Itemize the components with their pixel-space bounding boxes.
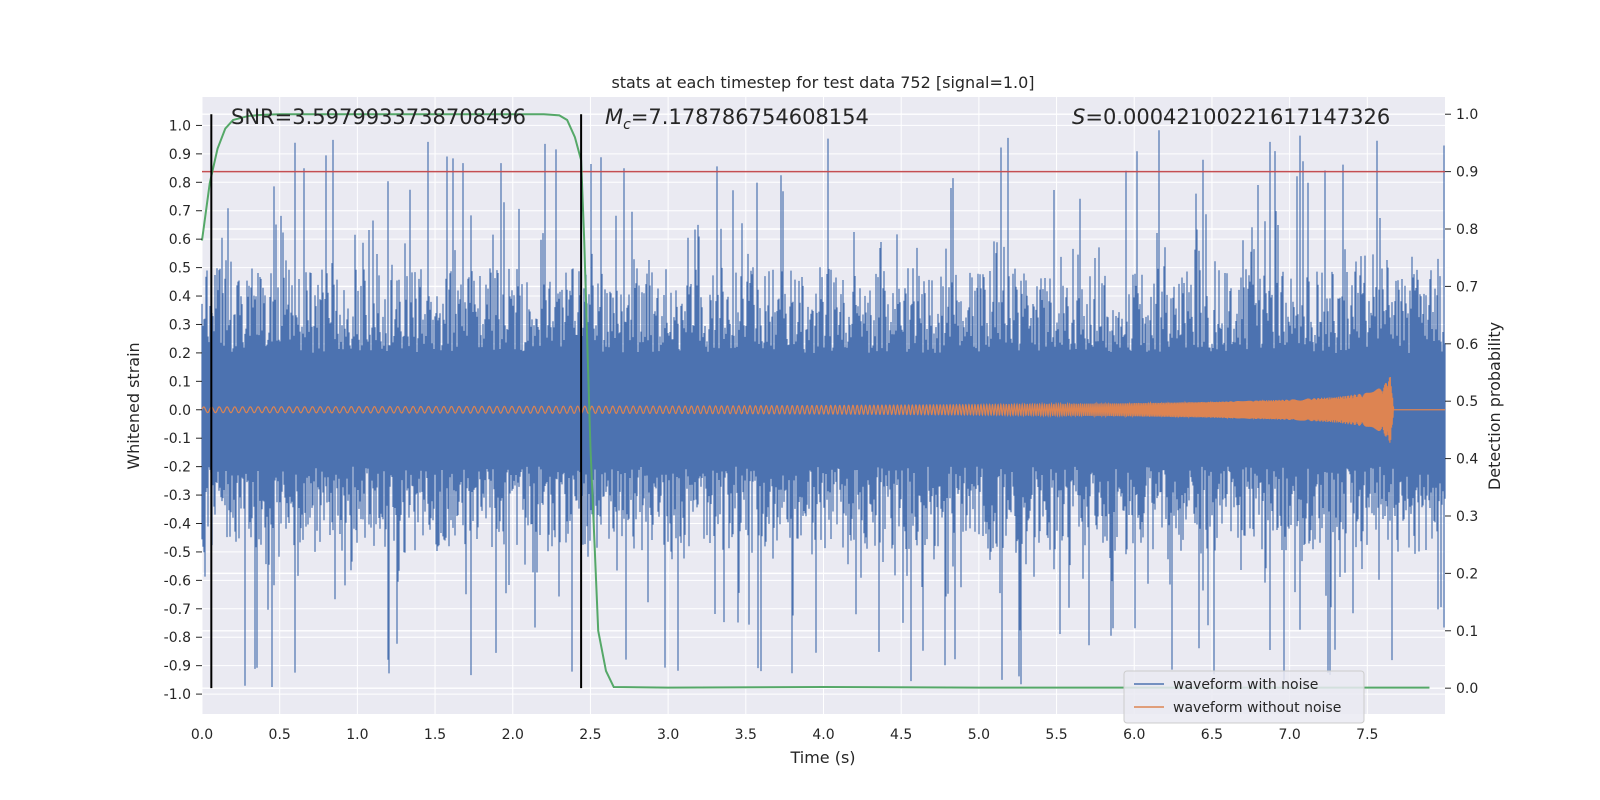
- y-tick-label: 0.1: [169, 374, 191, 390]
- x-tick-label: 4.5: [890, 727, 912, 743]
- y-tick-label: -0.4: [164, 516, 191, 532]
- y-axis-title: Whitened strain: [124, 342, 143, 469]
- y2-tick-label: 0.1: [1456, 624, 1478, 640]
- y2-tick-label: 0.8: [1456, 222, 1478, 238]
- x-tick-label: 6.5: [1201, 727, 1223, 743]
- y-tick-label: 0.8: [169, 175, 191, 191]
- mc-value: =7.178786754608154: [631, 105, 869, 129]
- y-tick-label: 0.0: [169, 403, 191, 419]
- x-tick-label: 5.5: [1045, 727, 1067, 743]
- y-tick-label: -0.2: [164, 460, 191, 476]
- y2-tick-label: 0.5: [1456, 394, 1478, 410]
- y2-tick-label: 0.3: [1456, 509, 1478, 525]
- s-annotation: S=0.00042100221617147326: [1072, 105, 1390, 129]
- x-tick-label: 2.5: [579, 727, 601, 743]
- y-tick-label: 1.0: [169, 118, 191, 134]
- x-tick-label: 7.0: [1278, 727, 1300, 743]
- noise-trace: [201, 130, 1446, 687]
- probability-line: [201, 113, 1430, 689]
- y2-tick-label: 0.6: [1456, 337, 1478, 353]
- x-tick-label: 3.0: [657, 727, 679, 743]
- y-tick-label: -0.1: [164, 431, 191, 447]
- y-tick-label: -0.3: [164, 488, 191, 504]
- y2-tick-label: 0.2: [1456, 566, 1478, 582]
- x-tick-label: 5.0: [968, 727, 990, 743]
- legend-label-noise: waveform with noise: [1173, 677, 1318, 693]
- chart-title: stats at each timestep for test data 752…: [611, 73, 1034, 92]
- x-axis-title: Time (s): [789, 748, 855, 767]
- mc-subscript: c: [623, 117, 631, 133]
- x-tick-label: 0.5: [269, 727, 291, 743]
- x-tick-label: 3.5: [735, 727, 757, 743]
- y-tick-label: 0.5: [169, 261, 191, 277]
- y-tick-label: -0.7: [164, 602, 191, 618]
- legend-box: [1123, 670, 1365, 724]
- y2-tick-label: 0.7: [1456, 279, 1478, 295]
- y-tick-label: -0.8: [164, 630, 191, 646]
- mc-annotation: Mc=7.178786754608154: [605, 105, 869, 133]
- x-tick-label: 4.0: [812, 727, 834, 743]
- x-tick-label: 6.0: [1123, 727, 1145, 743]
- y-tick-label: -0.9: [164, 659, 191, 675]
- x-tick-label: 2.0: [502, 727, 524, 743]
- legend-label-clean: waveform without noise: [1173, 700, 1341, 716]
- y2-tick-label: 0.9: [1456, 165, 1478, 181]
- clean-series: [201, 377, 1445, 443]
- y-tick-label: 0.7: [169, 204, 191, 220]
- y-tick-label: 0.2: [169, 346, 191, 362]
- x-tick-label: 1.0: [346, 727, 368, 743]
- x-tick-label: 7.5: [1356, 727, 1378, 743]
- mc-symbol: M: [605, 105, 623, 129]
- y-tick-label: -0.5: [164, 545, 191, 561]
- overlay: [201, 113, 1445, 689]
- y-tick-label: -0.6: [164, 573, 191, 589]
- y-tick-label: -1.0: [164, 687, 191, 703]
- x-tick-label: 1.5: [424, 727, 446, 743]
- y2-tick-label: 0.0: [1456, 681, 1478, 697]
- x-tick-label: 0.0: [191, 727, 213, 743]
- y2-tick-label: 1.0: [1456, 107, 1478, 123]
- y2-axis-title: Detection probability: [1485, 322, 1504, 490]
- y-tick-label: 0.3: [169, 317, 191, 333]
- noise-series: [201, 130, 1446, 687]
- ticks: 0.0 0.5 1.0 1.5 2.0 2.5 3.0 3.5 4.0 4.5 5.0 5.5 6.0 6…: [164, 107, 1479, 743]
- y2-tick-label: 0.4: [1456, 452, 1478, 468]
- y-tick-label: 0.4: [169, 289, 191, 305]
- y-tick-label: 0.6: [169, 232, 191, 248]
- snr-annotation: SNR=3.5979933738708496: [231, 105, 526, 129]
- s-symbol: S: [1072, 105, 1085, 129]
- legend: waveform with noise waveform without noi…: [1123, 670, 1365, 724]
- s-value: =0.00042100221617147326: [1085, 105, 1390, 129]
- y-tick-label: 0.9: [169, 147, 191, 163]
- clean-trace: [201, 377, 1445, 443]
